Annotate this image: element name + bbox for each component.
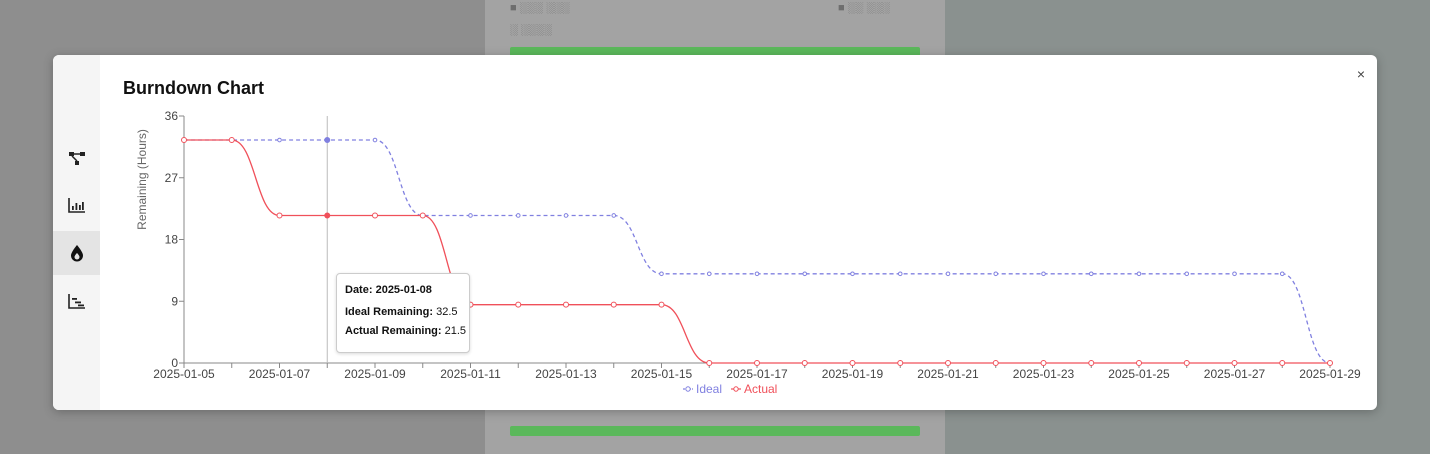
burndown-drop-icon <box>70 245 83 262</box>
actual-data-point <box>658 301 665 308</box>
ideal-series-line <box>184 139 1331 364</box>
chart-tooltip: Date: 2025-01-08 Ideal Remaining: 32.5 A… <box>336 273 470 353</box>
ideal-data-point <box>468 213 473 218</box>
modal-sidebar <box>53 55 100 410</box>
x-tick-label: 2025-01-19 <box>822 367 884 381</box>
actual-data-point <box>1279 360 1286 366</box>
burndown-modal: Burndown Chart × 0 9 18 27 36 2025-01-05 2025-… <box>53 55 1377 410</box>
x-tick-label: 2025-01-21 <box>917 367 979 381</box>
actual-data-point <box>324 212 331 219</box>
actual-data-point <box>706 360 713 366</box>
x-tick-label: 2025-01-11 <box>440 367 501 381</box>
tooltip-date-value: 2025-01-08 <box>375 284 432 296</box>
ideal-data-point <box>611 213 617 218</box>
actual-data-point <box>276 212 283 219</box>
actual-data-point <box>1040 360 1047 366</box>
actual-data-point <box>1183 360 1190 366</box>
actual-data-point <box>610 301 617 308</box>
background-progress-bar <box>510 426 920 436</box>
actual-data-point <box>228 137 235 144</box>
network-icon <box>68 152 85 165</box>
ideal-data-point <box>324 137 331 144</box>
ideal-data-point <box>802 271 808 277</box>
x-tick-label: 2025-01-15 <box>631 367 693 381</box>
ideal-data-point <box>1232 271 1237 277</box>
tooltip-actual-label: Actual Remaining: <box>345 325 442 337</box>
actual-data-point <box>945 360 951 366</box>
actual-data-point <box>992 360 999 366</box>
ideal-data-point <box>993 271 999 277</box>
ideal-data-point <box>563 213 569 218</box>
ideal-data-point <box>372 137 378 143</box>
x-tick-label: 2025-01-27 <box>1204 367 1266 381</box>
background-card-text-left: ■ ░░░ ░░░ <box>510 2 570 14</box>
x-tick-label: 2025-01-29 <box>1299 367 1361 381</box>
background-card-text-right: ■ ░░ ░░░ <box>838 2 890 14</box>
actual-data-point <box>372 212 378 219</box>
ideal-data-point <box>706 271 712 277</box>
y-tick-label: 9 <box>171 294 178 308</box>
tooltip-actual-value: 21.5 <box>444 325 467 337</box>
actual-data-point <box>849 360 856 366</box>
burndown-view-button[interactable] <box>53 231 100 275</box>
x-tick-label: 2025-01-13 <box>535 367 597 381</box>
gantt-view-button[interactable] <box>53 279 100 323</box>
actual-data-point <box>801 360 808 366</box>
burndown-chart: 0 9 18 27 36 2025-01-05 2025-01-07 2025-01-09 20… <box>135 109 1361 396</box>
ideal-data-point <box>897 271 903 277</box>
actual-series-line <box>184 139 1330 364</box>
actual-legend-marker <box>733 386 739 392</box>
y-axis-label: Remaining (Hours) <box>135 129 149 230</box>
actual-data-point <box>419 212 426 219</box>
close-button[interactable]: × <box>1356 66 1365 82</box>
tooltip-date-label: Date: <box>345 284 373 296</box>
x-tick-label: 2025-01-05 <box>153 367 215 381</box>
actual-data-point <box>181 137 187 144</box>
background-card-subtext: ░ ░░░░ <box>510 24 553 36</box>
actual-data-point <box>563 301 569 308</box>
x-tick-label: 2025-01-07 <box>249 367 311 381</box>
actual-data-point <box>1088 360 1095 366</box>
y-tick-label: 18 <box>165 233 179 247</box>
gantt-icon <box>67 294 85 309</box>
x-tick-label: 2025-01-23 <box>1013 367 1075 381</box>
y-tick-label: 36 <box>165 109 179 123</box>
ideal-data-point <box>659 271 664 277</box>
actual-data-point <box>1327 360 1333 366</box>
actual-data-point <box>1231 360 1238 366</box>
tooltip-ideal-label: Ideal Remaining: <box>345 306 434 318</box>
x-tick-label: 2025-01-25 <box>1108 367 1170 381</box>
ideal-data-point <box>1136 271 1142 277</box>
ideal-data-point <box>850 271 855 277</box>
ideal-data-point <box>1279 271 1285 277</box>
ideal-data-point <box>515 213 521 218</box>
ideal-data-point <box>1184 271 1190 277</box>
x-tick-label: 2025-01-09 <box>344 367 406 381</box>
actual-data-point <box>754 360 760 366</box>
bar-chart-icon <box>67 198 85 213</box>
tooltip-ideal-value: 32.5 <box>436 306 458 318</box>
actual-legend-label: Actual <box>744 382 777 396</box>
ideal-data-point <box>754 271 760 277</box>
actual-data-point <box>515 301 522 308</box>
actual-data-point <box>897 360 904 366</box>
network-view-button[interactable] <box>53 136 100 180</box>
ideal-data-point <box>945 271 951 277</box>
ideal-legend-marker <box>685 386 691 392</box>
ideal-data-point <box>277 137 282 143</box>
ideal-data-point <box>1088 271 1094 277</box>
actual-data-point <box>1136 360 1142 366</box>
y-tick-label: 27 <box>165 171 179 185</box>
bar-chart-view-button[interactable] <box>53 183 100 227</box>
x-tick-label: 2025-01-17 <box>726 367 788 381</box>
chart-title: Burndown Chart <box>123 78 264 98</box>
ideal-data-point <box>1041 271 1046 277</box>
ideal-legend-label: Ideal <box>696 382 722 396</box>
y-tick-label: 0 <box>171 356 178 370</box>
background-progress-bar <box>510 47 920 57</box>
